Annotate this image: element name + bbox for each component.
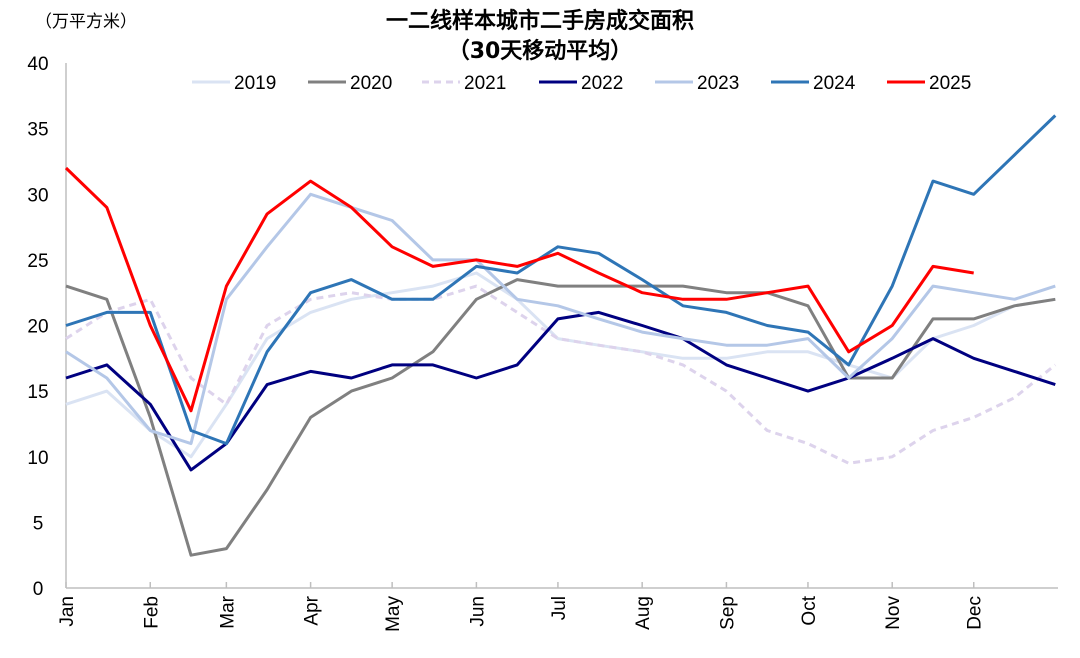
series-line-2023 <box>65 192 1056 446</box>
x-tick-label: Jan <box>57 596 78 627</box>
series-line-2019 <box>65 271 1056 459</box>
x-tick-label: Dec <box>965 596 986 630</box>
y-tick-label: 25 <box>27 251 48 272</box>
x-tick-label: Nov <box>883 596 904 630</box>
y-axis-unit-label: （万平方米） <box>35 12 137 32</box>
y-tick-label: 35 <box>27 120 48 141</box>
y-tick-label: 0 <box>33 579 44 600</box>
series-line-2025 <box>64 166 974 413</box>
x-tick-label: Sep <box>717 596 738 630</box>
legend-label-2024: 2024 <box>813 73 856 94</box>
y-tick-label: 20 <box>27 317 48 338</box>
x-tick-label: Jun <box>467 596 488 627</box>
legend-label-2025: 2025 <box>929 73 971 94</box>
series-line-2020 <box>65 278 1056 557</box>
y-tick-label: 10 <box>27 448 48 469</box>
series-line-2022 <box>65 310 1056 472</box>
legend-label-2022: 2022 <box>581 73 623 94</box>
x-tick-label: Feb <box>141 596 162 629</box>
series-line-2021 <box>65 284 1057 465</box>
series-line-2024 <box>65 114 1057 446</box>
y-tick-label: 5 <box>33 513 44 534</box>
x-tick-label: Mar <box>217 595 238 628</box>
y-tick-label: 15 <box>27 382 48 403</box>
x-tick-label: May <box>383 596 404 632</box>
x-tick-label: Jul <box>549 596 570 620</box>
chart-title: 一二线样本城市二手房成交面积 <box>386 8 694 34</box>
legend-label-2020: 2020 <box>350 73 392 94</box>
y-tick-label: 30 <box>27 185 48 206</box>
legend-label-2021: 2021 <box>464 73 506 94</box>
legend-label-2023: 2023 <box>697 73 739 94</box>
chart-subtitle: （30天移动平均） <box>448 38 633 64</box>
legend-label-2019: 2019 <box>234 73 276 94</box>
x-tick-label: Apr <box>302 595 323 625</box>
x-tick-label: Aug <box>633 596 654 630</box>
x-tick-label: Oct <box>799 595 820 625</box>
y-tick-label: 40 <box>27 54 48 75</box>
